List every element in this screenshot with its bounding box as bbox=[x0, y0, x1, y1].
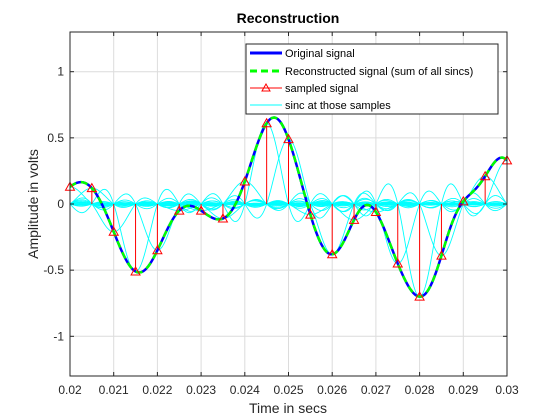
signal-curves bbox=[70, 116, 507, 298]
sample-marker bbox=[152, 244, 163, 255]
x-axis-ticks: 0.02 0.021 0.022 0.023 0.024 0.025 0.026 0.027 0… bbox=[58, 32, 519, 397]
sample-marker bbox=[283, 133, 294, 144]
sample-marker bbox=[392, 258, 404, 268]
y-tick-label: 0.5 bbox=[47, 131, 64, 145]
x-axis-label: Time in secs bbox=[249, 400, 327, 416]
sample-marker bbox=[195, 205, 207, 215]
sample-marker bbox=[414, 291, 425, 301]
x-tick-label: 0.03 bbox=[495, 383, 519, 397]
sample-marker bbox=[370, 206, 382, 216]
legend-box bbox=[245, 43, 499, 115]
legend-reconstructed-label: Reconstructed signal (sum of all sincs) bbox=[285, 66, 473, 78]
x-tick-label: 0.02 bbox=[58, 383, 82, 397]
legend-sampled-label: sampled signal bbox=[285, 83, 358, 95]
x-tick-label: 0.027 bbox=[361, 383, 391, 397]
y-tick-label: -0.5 bbox=[43, 263, 64, 277]
sample-marker bbox=[348, 214, 360, 224]
y-axis-label: Amplitude in volts bbox=[25, 149, 41, 259]
x-tick-label: 0.028 bbox=[405, 383, 435, 397]
sample-marker bbox=[108, 226, 120, 236]
y-tick-label: 0 bbox=[57, 197, 64, 211]
x-tick-label: 0.029 bbox=[448, 383, 478, 397]
x-tick-label: 0.024 bbox=[230, 383, 260, 397]
y-tick-label: -1 bbox=[53, 329, 64, 343]
sample-marker bbox=[304, 209, 316, 219]
sample-markers bbox=[64, 117, 513, 301]
sample-marker bbox=[457, 195, 469, 206]
reconstructed-signal-line bbox=[70, 116, 507, 298]
sample-marker bbox=[326, 248, 338, 259]
chart-title: Reconstruction bbox=[237, 10, 340, 26]
sample-marker bbox=[261, 117, 273, 128]
sample-marker bbox=[239, 175, 251, 186]
sample-marker bbox=[86, 182, 98, 193]
legend-sinc-label: sinc at those samples bbox=[285, 100, 391, 112]
sample-marker bbox=[436, 250, 447, 260]
x-tick-label: 0.026 bbox=[317, 383, 347, 397]
x-tick-label: 0.021 bbox=[99, 383, 129, 397]
sample-marker bbox=[479, 170, 491, 181]
x-tick-label: 0.022 bbox=[142, 383, 172, 397]
sample-marker bbox=[130, 265, 141, 276]
y-axis-ticks: -1 -0.5 0 0.5 1 bbox=[43, 65, 507, 343]
legend: Original signal Reconstructed signal (su… bbox=[245, 43, 499, 115]
sample-marker bbox=[173, 205, 185, 215]
y-tick-label: 1 bbox=[57, 65, 64, 79]
x-tick-label: 0.023 bbox=[186, 383, 216, 397]
x-tick-label: 0.025 bbox=[273, 383, 303, 397]
legend-sampled-marker bbox=[261, 82, 271, 92]
sample-marker bbox=[217, 213, 229, 223]
legend-original-label: Original signal bbox=[285, 48, 355, 60]
